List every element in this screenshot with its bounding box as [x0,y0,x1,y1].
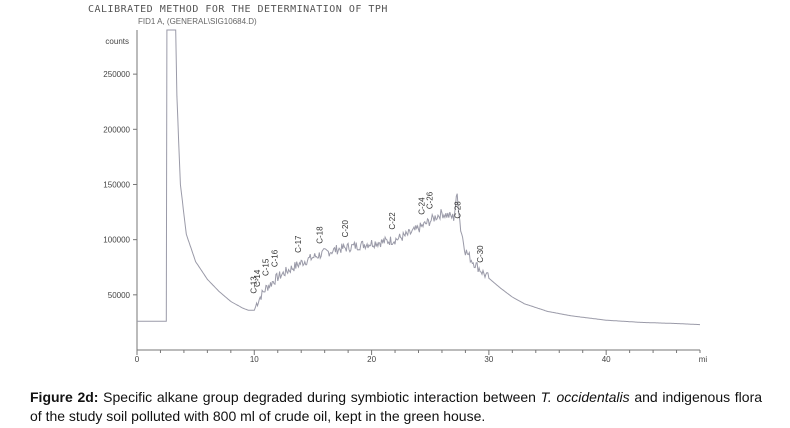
y-axis-label: counts [105,37,129,46]
chart-peaks: C-13C-14C-15C-16 C-17 C-18 C-20 C-22 C-24 C-26… [250,191,485,293]
peak-label: C-24 [417,197,426,215]
peak-label: C-20 [341,219,350,237]
x-tick-label: 10 [250,355,259,364]
method-title: CALIBRATED METHOD FOR THE DETERMINATION … [88,4,388,15]
caption-label: Figure 2d: [30,389,99,405]
peak-label: C-13 [250,276,259,294]
series-line [137,29,700,326]
peak-label: C-22 [388,212,397,230]
peak-label: C-28 [454,201,463,219]
chromatogram-chart: counts mi 50000 100000 150000 200000 250000 0 1… [103,29,707,364]
peak-label: C-26 [426,191,435,209]
peak-label: C-17 [294,235,303,253]
peak-label: C-16 [271,249,280,267]
caption-text-after: and indigenous flora of the study soil p… [30,389,763,424]
peak-label: C-15 [261,258,270,276]
x-tick-label: 40 [602,355,611,364]
caption-text-before: Specific alkane group degraded during sy… [103,389,536,405]
peak-label: C-14 [253,269,262,287]
x-tick-label: 0 [135,355,140,364]
caption-species: T. occidentalis [540,389,630,405]
y-tick-label: 100000 [103,236,130,245]
x-axis-label: mi [699,355,708,364]
figure-caption: Figure 2d: Specific alkane group degrade… [30,388,762,426]
x-tick-label: 30 [484,355,493,364]
chart-axes: counts mi [105,30,707,364]
y-tick-label: 200000 [103,125,130,134]
x-tick-label: 20 [367,355,376,364]
y-tick-label: 50000 [108,291,131,300]
chart-trace [137,29,700,326]
y-tick-label: 250000 [103,70,130,79]
peak-label: C-18 [315,226,324,244]
y-tick-label: 150000 [103,180,130,189]
peak-label: C-30 [476,245,485,263]
chart-ticks: 50000 100000 150000 200000 250000 0 10 20 30 40 [103,70,701,364]
signal-label: FID1 A, (GENERAL\SIG10684.D) [138,17,257,26]
